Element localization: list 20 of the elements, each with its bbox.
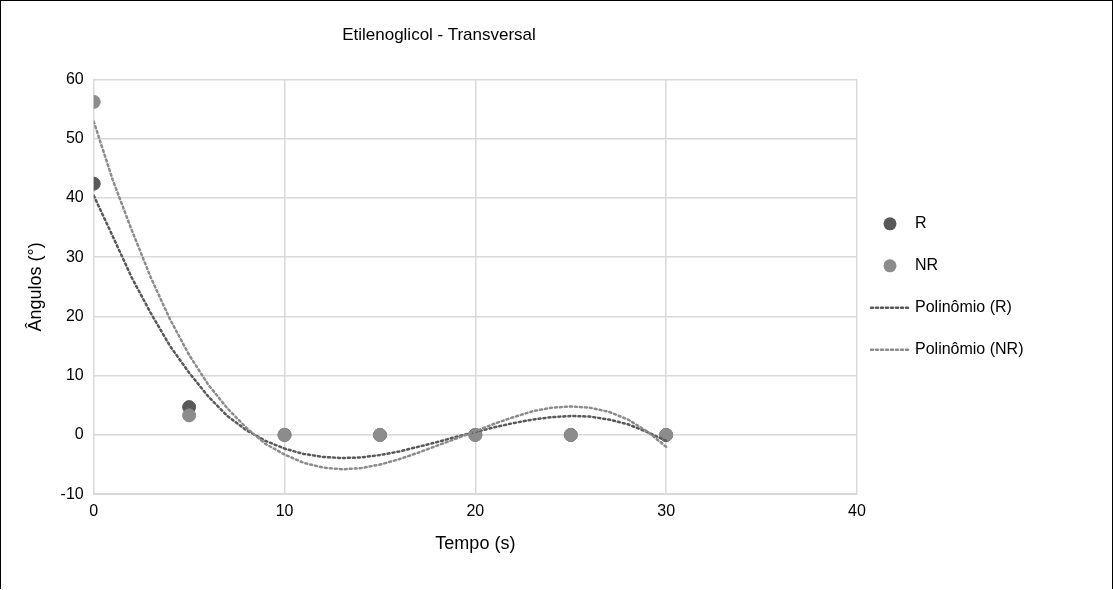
y-tick-label: 10 [65, 366, 84, 384]
x-tick-label: 40 [848, 502, 866, 520]
x-tick-label: 0 [89, 502, 99, 520]
legend-label: NR [915, 256, 939, 274]
legend-label: Polinômio (NR) [915, 340, 1024, 358]
y-tick-label: -10 [60, 484, 84, 502]
y-tick-label: 30 [65, 247, 84, 265]
y-tick-label: 20 [65, 306, 84, 324]
y-tick-label: 0 [74, 425, 84, 443]
x-axis-title: Tempo (s) [435, 533, 516, 554]
y-tick-label: 50 [65, 129, 84, 147]
x-tick-label: 30 [657, 502, 676, 520]
legend-label: R [915, 214, 927, 232]
x-tick-label: 10 [275, 502, 294, 520]
legend-label: Polinômio (R) [915, 298, 1012, 316]
y-tick-label: 40 [65, 188, 84, 206]
y-axis-title: Ângulos (°) [24, 242, 45, 332]
chart-title: Etilenoglicol - Transversal [342, 24, 536, 44]
y-tick-label: 60 [65, 69, 84, 87]
x-tick-label: 20 [466, 502, 485, 520]
